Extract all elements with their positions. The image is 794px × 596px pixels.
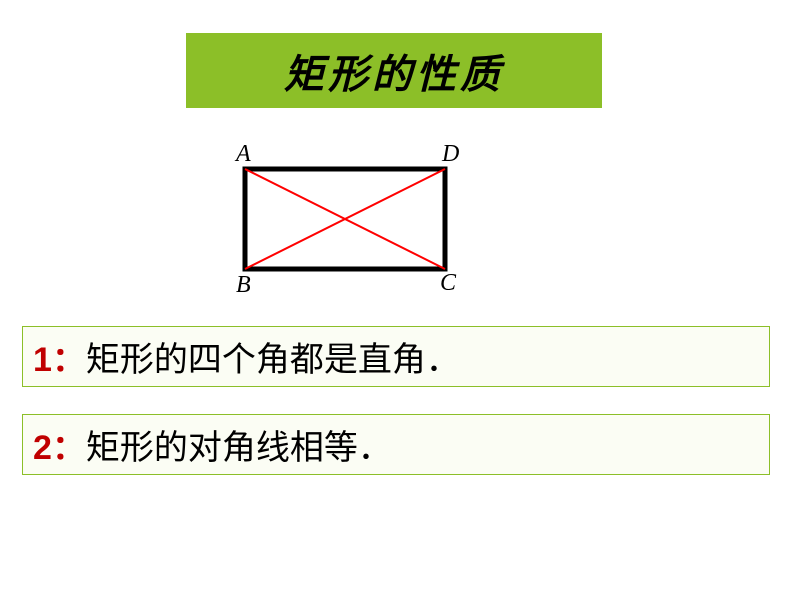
property-box-2: 2： 矩形的对角线相等． [22, 414, 770, 475]
property-1-text: 矩形的四个角都是直角． [86, 332, 460, 381]
vertex-label-d: D [442, 141, 459, 168]
page-title: 矩形的性质 [284, 42, 504, 100]
vertex-label-c: C [440, 270, 456, 297]
property-2-text: 矩形的对角线相等． [86, 420, 392, 469]
vertex-label-a: A [236, 141, 251, 168]
vertex-label-b: B [236, 272, 251, 299]
property-2-number: 2： [33, 420, 86, 469]
property-1-number: 1： [33, 332, 86, 381]
title-banner: 矩形的性质 [186, 33, 602, 108]
rectangle-diagram: A D B C [232, 155, 472, 305]
property-box-1: 1： 矩形的四个角都是直角． [22, 326, 770, 387]
rectangle-svg [232, 155, 472, 305]
